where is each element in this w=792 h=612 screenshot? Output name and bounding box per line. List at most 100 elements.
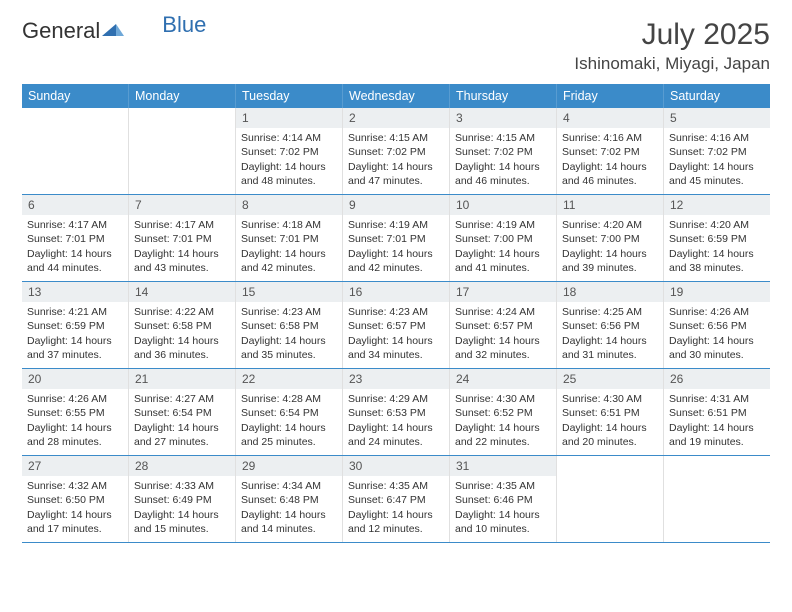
day-cell: 11 Sunrise: 4:20 AMSunset: 7:00 PMDayligh… — [557, 195, 664, 281]
sunrise-line: Sunrise: 4:21 AM — [27, 305, 123, 319]
sunrise-line: Sunrise: 4:20 AM — [562, 218, 658, 232]
sunset-line: Sunset: 6:57 PM — [348, 319, 444, 333]
sunrise-line: Sunrise: 4:31 AM — [669, 392, 765, 406]
day-cell: 4Sunrise: 4:16 AMSunset: 7:02 PMDaylight… — [557, 108, 664, 194]
daylight-line: Daylight: 14 hours and 46 minutes. — [455, 160, 551, 188]
daylight-line: Daylight: 14 hours and 46 minutes. — [562, 160, 658, 188]
sunset-line: Sunset: 6:57 PM — [455, 319, 551, 333]
sunset-line: Sunset: 6:55 PM — [27, 406, 123, 420]
day-number: 13 — [22, 282, 128, 302]
day-body: Sunrise: 4:21 AMSunset: 6:59 PMDaylight:… — [22, 302, 128, 366]
day-cell: 8Sunrise: 4:18 AMSunset: 7:01 PMDaylight… — [236, 195, 343, 281]
day-cell: 0 — [664, 456, 770, 542]
daylight-line: Daylight: 14 hours and 45 minutes. — [669, 160, 765, 188]
day-number: 31 — [450, 456, 556, 476]
day-cell: 28Sunrise: 4:33 AMSunset: 6:49 PMDayligh… — [129, 456, 236, 542]
day-number: 29 — [236, 456, 342, 476]
sunset-line: Sunset: 6:48 PM — [241, 493, 337, 507]
day-body: Sunrise: 4:27 AMSunset: 6:54 PMDaylight:… — [129, 389, 235, 453]
daylight-line: Daylight: 14 hours and 42 minutes. — [241, 247, 337, 275]
day-body: Sunrise: 4:23 AMSunset: 6:58 PMDaylight:… — [236, 302, 342, 366]
sunset-line: Sunset: 6:58 PM — [241, 319, 337, 333]
sunrise-line: Sunrise: 4:15 AM — [455, 131, 551, 145]
day-number: 25 — [557, 369, 663, 389]
day-number: 15 — [236, 282, 342, 302]
sunset-line: Sunset: 6:56 PM — [562, 319, 658, 333]
sunset-line: Sunset: 7:00 PM — [562, 232, 658, 246]
day-number: 24 — [450, 369, 556, 389]
day-body: Sunrise: 4:26 AMSunset: 6:55 PMDaylight:… — [22, 389, 128, 453]
sunset-line: Sunset: 6:51 PM — [562, 406, 658, 420]
day-body: Sunrise: 4:35 AMSunset: 6:46 PMDaylight:… — [450, 476, 556, 540]
calendar-header: SundayMondayTuesdayWednesdayThursdayFrid… — [22, 84, 770, 108]
day-header: Thursday — [450, 84, 557, 108]
day-cell: 20Sunrise: 4:26 AMSunset: 6:55 PMDayligh… — [22, 369, 129, 455]
day-number: 11 — [557, 195, 663, 215]
day-body: Sunrise: 4:16 AMSunset: 7:02 PMDaylight:… — [557, 128, 663, 192]
day-number: 28 — [129, 456, 235, 476]
sunrise-line: Sunrise: 4:33 AM — [134, 479, 230, 493]
daylight-line: Daylight: 14 hours and 41 minutes. — [455, 247, 551, 275]
day-header: Saturday — [664, 84, 770, 108]
day-body: Sunrise: 4:24 AMSunset: 6:57 PMDaylight:… — [450, 302, 556, 366]
day-body: Sunrise: 4:23 AMSunset: 6:57 PMDaylight:… — [343, 302, 449, 366]
daylight-line: Daylight: 14 hours and 30 minutes. — [669, 334, 765, 362]
daylight-line: Daylight: 14 hours and 43 minutes. — [134, 247, 230, 275]
sunset-line: Sunset: 7:02 PM — [562, 145, 658, 159]
sunrise-line: Sunrise: 4:27 AM — [134, 392, 230, 406]
sunrise-line: Sunrise: 4:18 AM — [241, 218, 337, 232]
daylight-line: Daylight: 14 hours and 20 minutes. — [562, 421, 658, 449]
day-cell: 19Sunrise: 4:26 AMSunset: 6:56 PMDayligh… — [664, 282, 770, 368]
day-body: Sunrise: 4:14 AMSunset: 7:02 PMDaylight:… — [236, 128, 342, 192]
sunrise-line: Sunrise: 4:19 AM — [348, 218, 444, 232]
sunrise-line: Sunrise: 4:24 AM — [455, 305, 551, 319]
day-body: Sunrise: 4:22 AMSunset: 6:58 PMDaylight:… — [129, 302, 235, 366]
sunset-line: Sunset: 6:50 PM — [27, 493, 123, 507]
sunrise-line: Sunrise: 4:34 AM — [241, 479, 337, 493]
sunset-line: Sunset: 6:47 PM — [348, 493, 444, 507]
day-body: Sunrise: 4:33 AMSunset: 6:49 PMDaylight:… — [129, 476, 235, 540]
sunset-line: Sunset: 6:59 PM — [27, 319, 123, 333]
sunrise-line: Sunrise: 4:23 AM — [241, 305, 337, 319]
daylight-line: Daylight: 14 hours and 44 minutes. — [27, 247, 123, 275]
sunrise-line: Sunrise: 4:19 AM — [455, 218, 551, 232]
daylight-line: Daylight: 14 hours and 42 minutes. — [348, 247, 444, 275]
day-cell: 9Sunrise: 4:19 AMSunset: 7:01 PMDaylight… — [343, 195, 450, 281]
day-cell: 0 — [557, 456, 664, 542]
daylight-line: Daylight: 14 hours and 27 minutes. — [134, 421, 230, 449]
day-number: 12 — [664, 195, 770, 215]
sunset-line: Sunset: 6:56 PM — [669, 319, 765, 333]
day-body: Sunrise: 4:18 AMSunset: 7:01 PMDaylight:… — [236, 215, 342, 279]
day-body: Sunrise: 4:19 AMSunset: 7:01 PMDaylight:… — [343, 215, 449, 279]
day-cell: 3Sunrise: 4:15 AMSunset: 7:02 PMDaylight… — [450, 108, 557, 194]
day-body: Sunrise: 4:31 AMSunset: 6:51 PMDaylight:… — [664, 389, 770, 453]
day-body: Sunrise: 4:17 AMSunset: 7:01 PMDaylight:… — [129, 215, 235, 279]
day-header: Tuesday — [236, 84, 343, 108]
day-cell: 7Sunrise: 4:17 AMSunset: 7:01 PMDaylight… — [129, 195, 236, 281]
day-cell: 13Sunrise: 4:21 AMSunset: 6:59 PMDayligh… — [22, 282, 129, 368]
day-number: 6 — [22, 195, 128, 215]
day-cell: 2Sunrise: 4:15 AMSunset: 7:02 PMDaylight… — [343, 108, 450, 194]
week-row: 13Sunrise: 4:21 AMSunset: 6:59 PMDayligh… — [22, 282, 770, 369]
sunset-line: Sunset: 7:02 PM — [348, 145, 444, 159]
day-number: 3 — [450, 108, 556, 128]
logo-text-1: General — [22, 18, 100, 44]
sunrise-line: Sunrise: 4:32 AM — [27, 479, 123, 493]
day-body: Sunrise: 4:25 AMSunset: 6:56 PMDaylight:… — [557, 302, 663, 366]
daylight-line: Daylight: 14 hours and 35 minutes. — [241, 334, 337, 362]
daylight-line: Daylight: 14 hours and 22 minutes. — [455, 421, 551, 449]
sunrise-line: Sunrise: 4:26 AM — [27, 392, 123, 406]
daylight-line: Daylight: 14 hours and 19 minutes. — [669, 421, 765, 449]
day-number: 16 — [343, 282, 449, 302]
sunrise-line: Sunrise: 4:30 AM — [455, 392, 551, 406]
day-header: Wednesday — [343, 84, 450, 108]
daylight-line: Daylight: 14 hours and 47 minutes. — [348, 160, 444, 188]
sunset-line: Sunset: 6:53 PM — [348, 406, 444, 420]
sunrise-line: Sunrise: 4:14 AM — [241, 131, 337, 145]
daylight-line: Daylight: 14 hours and 39 minutes. — [562, 247, 658, 275]
week-row: 6Sunrise: 4:17 AMSunset: 7:01 PMDaylight… — [22, 195, 770, 282]
day-cell: 5Sunrise: 4:16 AMSunset: 7:02 PMDaylight… — [664, 108, 770, 194]
day-number: 9 — [343, 195, 449, 215]
sunset-line: Sunset: 6:51 PM — [669, 406, 765, 420]
sunrise-line: Sunrise: 4:28 AM — [241, 392, 337, 406]
